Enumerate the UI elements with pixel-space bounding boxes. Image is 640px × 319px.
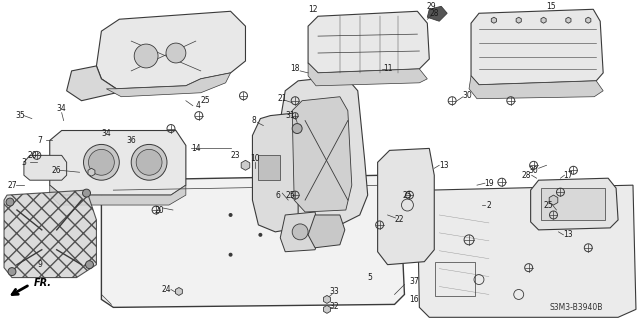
- Circle shape: [134, 44, 158, 68]
- Circle shape: [88, 149, 115, 175]
- Text: 5: 5: [367, 273, 372, 282]
- Text: 13: 13: [440, 161, 449, 170]
- Polygon shape: [97, 11, 246, 89]
- Text: 34: 34: [102, 129, 111, 138]
- Text: 8: 8: [251, 116, 256, 125]
- Polygon shape: [492, 17, 497, 23]
- Text: 32: 32: [329, 302, 339, 311]
- Text: 15: 15: [547, 2, 556, 11]
- Circle shape: [84, 145, 119, 180]
- Text: 7: 7: [37, 136, 42, 145]
- Text: 27: 27: [7, 181, 17, 190]
- Polygon shape: [252, 113, 298, 232]
- Text: 10: 10: [251, 154, 260, 163]
- Polygon shape: [378, 148, 435, 265]
- Bar: [435, 262, 475, 296]
- Polygon shape: [4, 190, 97, 278]
- Text: S3M3-B3940B: S3M3-B3940B: [550, 303, 603, 312]
- Circle shape: [86, 261, 93, 269]
- Text: 23: 23: [231, 151, 241, 160]
- Polygon shape: [323, 295, 330, 303]
- Text: 28: 28: [429, 9, 439, 18]
- Text: 18: 18: [291, 64, 300, 73]
- Text: 17: 17: [564, 171, 573, 180]
- Text: 37: 37: [410, 277, 419, 286]
- Circle shape: [83, 189, 90, 197]
- Polygon shape: [50, 185, 186, 205]
- Polygon shape: [175, 287, 182, 295]
- Text: 25: 25: [201, 96, 211, 105]
- Circle shape: [8, 268, 16, 276]
- Polygon shape: [308, 215, 345, 248]
- Text: 13: 13: [564, 230, 573, 239]
- Polygon shape: [241, 160, 250, 170]
- Polygon shape: [469, 76, 603, 99]
- Text: 16: 16: [410, 295, 419, 304]
- Text: 21: 21: [278, 94, 287, 103]
- Bar: [541, 188, 605, 220]
- Text: 25: 25: [285, 190, 295, 200]
- Text: 19: 19: [484, 179, 493, 188]
- Text: 28: 28: [522, 171, 531, 180]
- Polygon shape: [308, 63, 428, 86]
- Text: 30: 30: [529, 166, 538, 175]
- Polygon shape: [541, 17, 546, 23]
- Text: 11: 11: [383, 64, 392, 73]
- Circle shape: [136, 149, 162, 175]
- Text: 12: 12: [308, 5, 318, 14]
- Circle shape: [131, 145, 167, 180]
- Text: 36: 36: [126, 136, 136, 145]
- Text: 9: 9: [37, 260, 42, 269]
- Polygon shape: [101, 175, 404, 308]
- Polygon shape: [50, 130, 186, 195]
- Text: 35: 35: [15, 111, 25, 120]
- Text: 31: 31: [285, 111, 295, 120]
- Text: 29: 29: [426, 2, 436, 11]
- Polygon shape: [428, 6, 447, 21]
- Polygon shape: [292, 97, 352, 212]
- Text: 33: 33: [329, 287, 339, 296]
- Polygon shape: [308, 11, 429, 73]
- Polygon shape: [280, 212, 320, 252]
- Text: 22: 22: [395, 215, 404, 225]
- Text: 20: 20: [27, 151, 36, 160]
- Text: 4: 4: [195, 101, 200, 110]
- Text: 25: 25: [403, 190, 412, 200]
- Polygon shape: [586, 17, 591, 23]
- Text: 6: 6: [276, 190, 281, 200]
- Text: 25: 25: [544, 201, 554, 210]
- Bar: [259, 155, 280, 180]
- Polygon shape: [106, 73, 230, 97]
- Polygon shape: [417, 185, 636, 317]
- Circle shape: [228, 213, 232, 217]
- Circle shape: [228, 253, 232, 257]
- Text: 14: 14: [191, 144, 200, 153]
- Text: 26: 26: [52, 166, 61, 175]
- Circle shape: [292, 224, 308, 240]
- Polygon shape: [516, 17, 522, 23]
- Text: 34: 34: [57, 104, 67, 113]
- Polygon shape: [24, 155, 67, 180]
- Text: 20: 20: [154, 205, 164, 214]
- Polygon shape: [549, 195, 558, 205]
- Circle shape: [259, 233, 262, 237]
- Polygon shape: [323, 305, 330, 313]
- Text: 24: 24: [161, 285, 171, 294]
- Circle shape: [6, 198, 14, 206]
- Polygon shape: [278, 76, 368, 228]
- Circle shape: [292, 123, 302, 133]
- Polygon shape: [471, 9, 603, 85]
- Text: 30: 30: [462, 91, 472, 100]
- Text: FR.: FR.: [34, 278, 52, 287]
- Text: 3: 3: [22, 158, 26, 167]
- Polygon shape: [531, 178, 618, 230]
- Polygon shape: [566, 17, 571, 23]
- Polygon shape: [88, 168, 95, 176]
- Text: 2: 2: [486, 201, 492, 210]
- Polygon shape: [67, 66, 116, 101]
- Circle shape: [166, 43, 186, 63]
